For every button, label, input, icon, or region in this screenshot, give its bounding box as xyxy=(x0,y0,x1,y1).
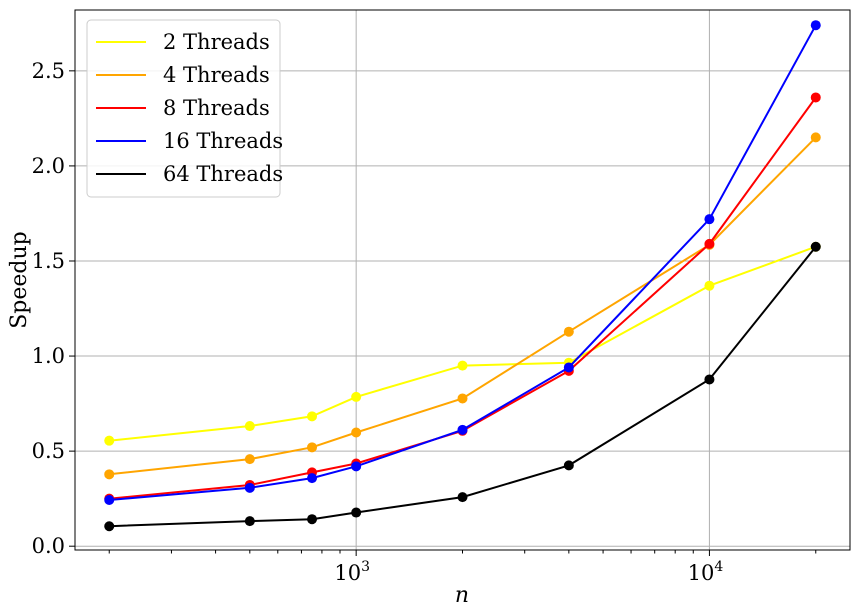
data-point xyxy=(104,494,115,505)
data-point xyxy=(244,421,255,432)
data-point xyxy=(563,326,574,337)
data-point xyxy=(351,391,362,402)
x-axis-label: n xyxy=(455,583,469,608)
data-point xyxy=(457,424,468,435)
data-point xyxy=(244,482,255,493)
series-line xyxy=(109,24,817,501)
data-point xyxy=(307,411,318,422)
data-point xyxy=(307,514,318,525)
data-point xyxy=(104,521,115,532)
data-point xyxy=(704,280,715,291)
data-point xyxy=(457,492,468,503)
data-point xyxy=(104,435,115,446)
legend-label: 2 Threads xyxy=(163,30,270,54)
data-point xyxy=(810,92,821,103)
data-point xyxy=(307,442,318,453)
x-tick-label: 103 xyxy=(334,559,370,585)
data-point xyxy=(457,393,468,404)
legend-label: 4 Threads xyxy=(163,63,270,87)
data-point xyxy=(563,460,574,471)
y-tick-label: 0.0 xyxy=(32,534,65,558)
legend-label: 16 Threads xyxy=(163,129,283,153)
data-point xyxy=(810,241,821,252)
legend-label: 64 Threads xyxy=(163,162,283,186)
y-tick-label: 1.5 xyxy=(32,249,65,273)
data-point xyxy=(104,469,115,480)
data-point xyxy=(244,516,255,527)
data-point xyxy=(351,461,362,472)
legend-label: 8 Threads xyxy=(163,96,270,120)
x-tick-label-base: 10 xyxy=(688,561,715,585)
data-point xyxy=(704,374,715,385)
data-point xyxy=(810,132,821,143)
data-point xyxy=(810,20,821,31)
series-2-threads xyxy=(104,241,821,446)
series-64-threads xyxy=(104,241,821,532)
data-point xyxy=(351,427,362,438)
legend: 2 Threads 4 Threads 8 Threads 16 Threads 64 … xyxy=(86,19,283,198)
data-point xyxy=(307,473,318,484)
series-line xyxy=(109,245,817,442)
series-layer xyxy=(104,20,821,532)
series-16-threads xyxy=(104,20,821,505)
series-line xyxy=(109,136,817,476)
data-point xyxy=(704,238,715,249)
y-axis-label: Speedup xyxy=(7,231,32,329)
data-point xyxy=(244,454,255,465)
x-tick-label-base: 10 xyxy=(334,561,361,585)
x-tick-label-exponent: 4 xyxy=(714,559,723,575)
x-tick-label-exponent: 3 xyxy=(361,559,370,575)
y-tick-label: 2.5 xyxy=(32,59,65,83)
data-point xyxy=(563,362,574,373)
series-line xyxy=(109,246,817,528)
y-tick-label: 1.0 xyxy=(32,344,65,368)
legend-box xyxy=(86,19,281,198)
x-tick-label: 104 xyxy=(688,559,724,585)
data-point xyxy=(457,360,468,371)
y-tick-label: 0.5 xyxy=(32,439,65,463)
y-tick-label: 2.0 xyxy=(32,154,65,178)
data-point xyxy=(704,214,715,225)
data-point xyxy=(351,507,362,518)
